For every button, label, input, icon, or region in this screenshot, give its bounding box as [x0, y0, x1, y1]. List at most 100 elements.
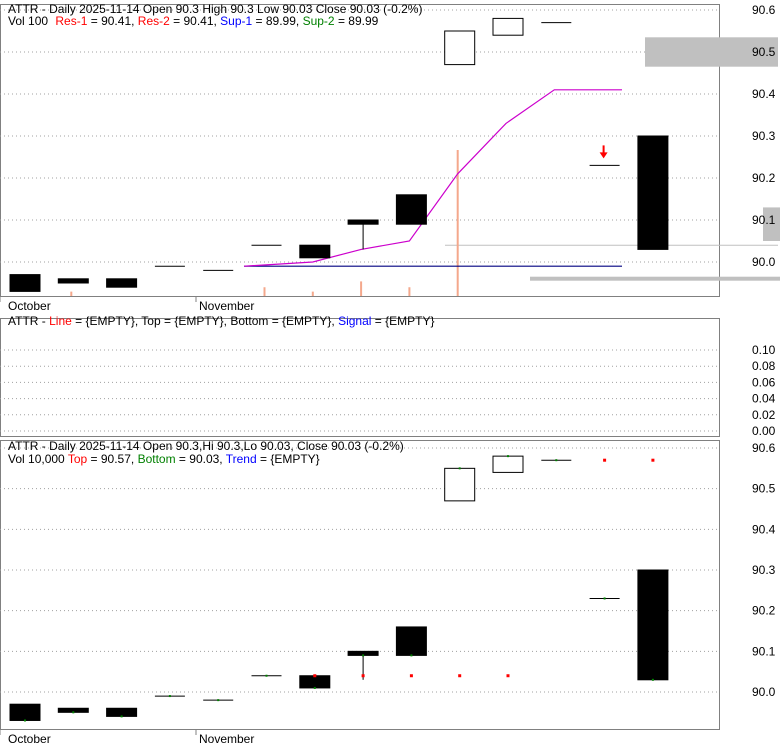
volume-bar — [311, 291, 314, 296]
candle-body — [395, 626, 427, 656]
price-candles — [9, 17, 669, 292]
trend-trend-value: = {EMPTY} — [257, 452, 320, 466]
volume-bar — [456, 150, 459, 296]
bottom-marker — [265, 674, 268, 677]
indicator-panel-frame — [0, 318, 720, 437]
volume-bar — [70, 291, 73, 296]
x-label-october-lower: October — [8, 732, 51, 745]
top-marker — [651, 458, 655, 462]
candle-body — [299, 675, 331, 689]
x-label-november: November — [199, 299, 254, 313]
y-tick-label: 0.02 — [752, 408, 776, 422]
trend-markers — [24, 455, 655, 722]
res1-value: = 90.41, — [87, 14, 137, 28]
indicator-header: ATTR - Line = {EMPTY}, Top = {EMPTY}, Bo… — [8, 314, 434, 328]
top-value: = {EMPTY}, — [161, 314, 231, 328]
candle-body — [347, 219, 379, 225]
bottom-marker — [217, 699, 220, 702]
trend-header-line1: ATTR - Daily 2025-11-14 Open 90.3,Hi 90.… — [8, 439, 404, 453]
x-label-november-lower: November — [199, 732, 254, 745]
y-tick-label: 90.3 — [752, 563, 776, 577]
trend-y-axis: 90.6 90.5 90.4 90.3 90.2 90.1 90.0 — [752, 441, 776, 699]
trend-header-line2: Vol 10,000 Top = 90.57, Bottom = 90.03, … — [8, 452, 320, 466]
bottom-label: Bottom — [230, 314, 268, 328]
y-tick-label: 90.3 — [752, 129, 776, 143]
candle-body — [106, 707, 138, 717]
res1-label: Res-1 — [55, 14, 87, 28]
candle-body — [444, 30, 476, 66]
indicator-panel-grid — [0, 349, 719, 432]
bottom-value: = {EMPTY}, — [268, 314, 338, 328]
bottom-marker — [362, 654, 365, 657]
line-value: = {EMPTY}, — [72, 314, 141, 328]
arrow-head — [599, 152, 608, 159]
sup1-label: Sup-1 — [220, 14, 252, 28]
candle-body — [395, 194, 427, 225]
y-tick-label: 90.6 — [752, 441, 776, 455]
signal-value: = {EMPTY} — [371, 314, 434, 328]
trend-panel-frame — [0, 440, 720, 730]
bottom-marker — [313, 686, 316, 689]
bottom-marker — [458, 467, 461, 470]
indicator-y-axis: 0.10 0.08 0.06 0.04 0.02 0.00 — [752, 343, 776, 438]
candle-body — [637, 135, 669, 250]
res2-label: Res-2 — [138, 14, 170, 28]
bottom-marker — [168, 695, 171, 698]
top-marker — [361, 674, 365, 678]
price-band — [445, 37, 780, 281]
price-band-upper — [645, 37, 778, 67]
bottom-marker — [555, 459, 558, 462]
candle-body — [492, 17, 524, 36]
candle-body — [106, 278, 138, 288]
trend-bottom-label: Bottom — [138, 452, 176, 466]
volume-bar — [408, 287, 411, 296]
y-tick-label: 90.6 — [752, 3, 776, 17]
sup1-value: = 89.99, — [252, 14, 302, 28]
y-tick-label: 0.00 — [752, 424, 776, 438]
price-panel-frame — [0, 4, 720, 297]
indicator-prefix: ATTR - — [8, 314, 49, 328]
candle-body — [9, 703, 41, 721]
y-tick-label: 0.04 — [752, 392, 776, 406]
y-tick-label: 90.4 — [752, 522, 776, 536]
bottom-marker — [120, 715, 123, 718]
price-band-bottom — [530, 276, 780, 281]
volume-bar — [360, 281, 363, 296]
y-tick-label: 0.08 — [752, 359, 776, 373]
y-tick-label: 90.0 — [752, 685, 776, 699]
price-y-axis: 90.6 90.5 90.4 90.3 90.2 90.1 90.0 — [752, 3, 776, 269]
res2-value: = 90.41, — [170, 14, 220, 28]
trend-vol-label: Vol 10,000 — [8, 452, 68, 466]
candle-body — [637, 569, 669, 681]
vol-label: Vol 100 — [8, 14, 48, 28]
sup2-label: Sup-2 — [303, 14, 335, 28]
trend-candles — [9, 455, 669, 721]
bottom-marker — [24, 719, 26, 722]
y-tick-label: 90.1 — [752, 644, 776, 658]
sup2-value: = 89.99 — [335, 14, 379, 28]
y-tick-label: 90.5 — [752, 482, 776, 496]
volume-bar — [263, 287, 266, 296]
signal-label: Signal — [338, 314, 371, 328]
top-marker — [506, 674, 510, 678]
x-label-october: October — [8, 299, 51, 313]
candle-body — [492, 455, 524, 473]
y-tick-label: 90.2 — [752, 171, 776, 185]
top-marker — [603, 458, 607, 462]
y-tick-label: 0.06 — [752, 375, 776, 389]
y-tick-label: 90.5 — [752, 45, 776, 59]
price-x-axis: October November — [0, 296, 254, 313]
signal-arrow — [599, 145, 608, 159]
price-band-lower — [763, 207, 780, 241]
price-header-line1: ATTR - Daily 2025-11-14 Open 90.3 High 9… — [8, 2, 422, 16]
bottom-marker — [72, 711, 75, 714]
price-header-line2: Vol 100 Res-1 = 90.41, Res-2 = 90.41, Su… — [8, 14, 379, 28]
bottom-marker — [651, 678, 654, 681]
trend-x-axis: October November — [0, 729, 254, 746]
trend-bottom-value: = 90.03, — [176, 452, 226, 466]
top-label: Top — [141, 314, 161, 328]
y-tick-label: 90.4 — [752, 87, 776, 101]
candle-body — [444, 467, 476, 502]
